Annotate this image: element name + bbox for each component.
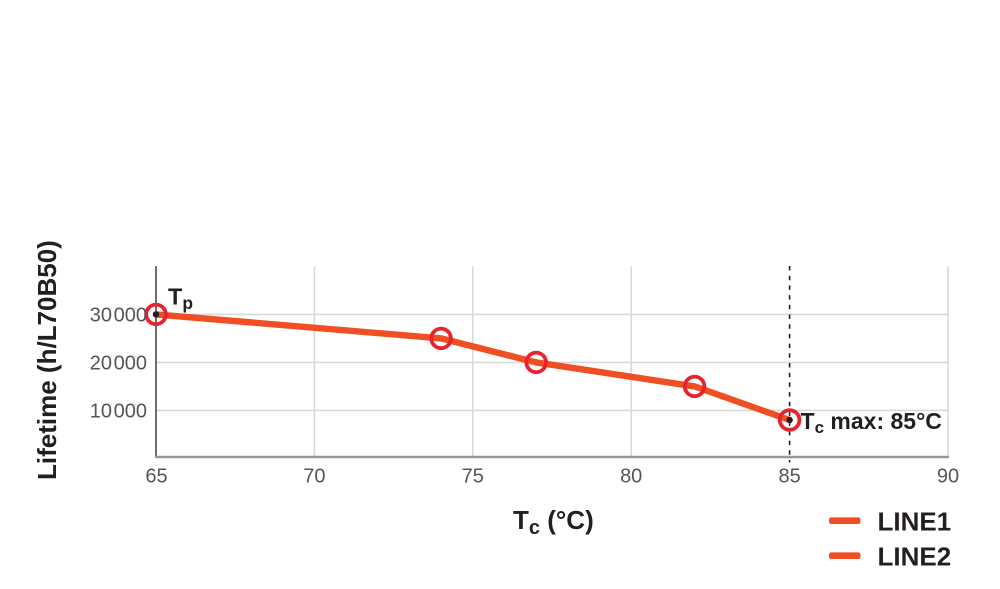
svg-text:Tc max: 85°C: Tc max: 85°C xyxy=(801,408,942,437)
svg-text:LINE2: LINE2 xyxy=(878,542,952,572)
svg-text:65: 65 xyxy=(145,466,167,488)
svg-text:20 000: 20 000 xyxy=(90,353,147,375)
svg-text:10 000: 10 000 xyxy=(90,401,147,423)
svg-text:30 000: 30 000 xyxy=(90,305,147,327)
svg-text:90: 90 xyxy=(937,466,959,488)
svg-text:80: 80 xyxy=(620,466,642,488)
svg-text:LINE1: LINE1 xyxy=(878,507,952,537)
svg-text:85: 85 xyxy=(778,466,800,488)
svg-text:Tc (°C): Tc (°C) xyxy=(513,505,594,539)
svg-text:75: 75 xyxy=(462,466,484,488)
svg-text:70: 70 xyxy=(303,466,325,488)
svg-text:Lifetime (h/L70B50): Lifetime (h/L70B50) xyxy=(32,240,62,480)
